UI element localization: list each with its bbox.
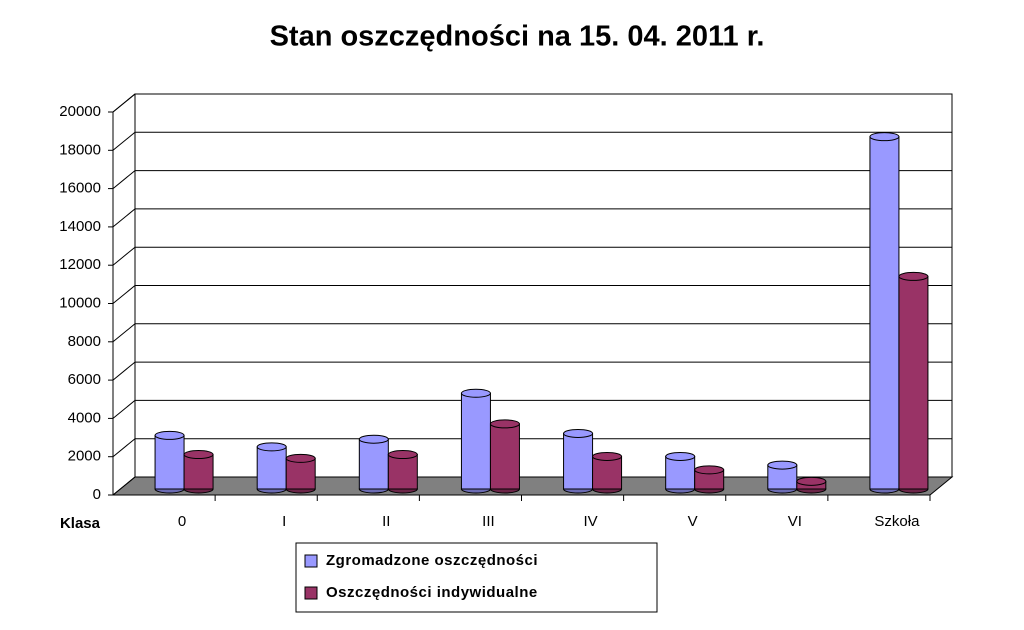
x-tick-label: III <box>482 513 495 530</box>
legend-swatch <box>304 554 318 568</box>
bar <box>256 446 287 490</box>
grid-line <box>112 93 952 113</box>
bar-cap <box>898 271 929 281</box>
bar <box>563 432 594 490</box>
bar-cap <box>694 465 725 475</box>
x-tick-label: VI <box>788 513 802 530</box>
bar-cap <box>256 442 287 452</box>
bar-cap <box>489 419 520 429</box>
bar-cap <box>460 388 491 398</box>
grid-line <box>112 285 952 304</box>
bar-cap <box>154 430 185 440</box>
y-tick-label: 4000 <box>68 409 101 426</box>
bar <box>387 454 418 490</box>
bar <box>285 457 316 490</box>
grid-line <box>112 131 952 151</box>
bar-cap <box>183 450 214 460</box>
legend <box>295 542 658 613</box>
y-tick-label: 0 <box>93 486 101 503</box>
bar <box>869 136 900 490</box>
bar-cap <box>387 450 418 460</box>
y-tick-label: 18000 <box>59 141 101 158</box>
bar-cap <box>358 434 389 444</box>
bar-cap <box>767 460 798 470</box>
y-tick-label: 8000 <box>68 333 101 350</box>
grid-line <box>112 170 952 189</box>
x-tick-label: II <box>382 513 390 530</box>
bar <box>183 454 214 490</box>
legend-swatch <box>304 586 318 600</box>
x-tick-label: 0 <box>178 513 186 530</box>
grid-line <box>112 438 952 458</box>
grid-line <box>112 399 952 419</box>
bar <box>358 438 389 490</box>
x-tick-label: I <box>282 513 286 530</box>
grid-line <box>112 323 952 343</box>
x-tick-label: V <box>688 513 698 530</box>
x-tick-label: IV <box>583 513 597 530</box>
y-tick-label: 6000 <box>68 371 101 388</box>
bar <box>154 434 185 490</box>
y-tick-label: 2000 <box>68 448 101 465</box>
grid-line <box>112 208 952 228</box>
bar <box>898 275 929 490</box>
chart-title: Stan oszczędności na 15. 04. 2011 r. <box>270 21 765 53</box>
bar <box>665 455 696 490</box>
bar-cap <box>869 132 900 142</box>
x-tick-label: Szkoła <box>874 513 920 530</box>
bar-cap <box>285 453 316 463</box>
y-tick-label: 16000 <box>59 180 101 197</box>
y-tick-label: 14000 <box>59 218 101 235</box>
bar <box>592 455 623 490</box>
bar <box>460 392 491 490</box>
bar-cap <box>592 451 623 461</box>
legend-label: Oszczędności indywidualne <box>326 584 538 601</box>
grid-line <box>112 246 952 266</box>
legend-label: Zgromadzone oszczędności <box>326 552 538 569</box>
bar <box>489 423 520 490</box>
bar-cap <box>665 451 696 461</box>
bar-cap <box>563 428 594 438</box>
bar-cap <box>796 476 827 486</box>
y-tick-label: 10000 <box>59 294 101 311</box>
y-tick-label: 12000 <box>59 256 101 273</box>
x-axis-label: Klasa <box>60 515 101 532</box>
grid-line <box>112 361 952 381</box>
y-tick-label: 20000 <box>59 103 101 120</box>
